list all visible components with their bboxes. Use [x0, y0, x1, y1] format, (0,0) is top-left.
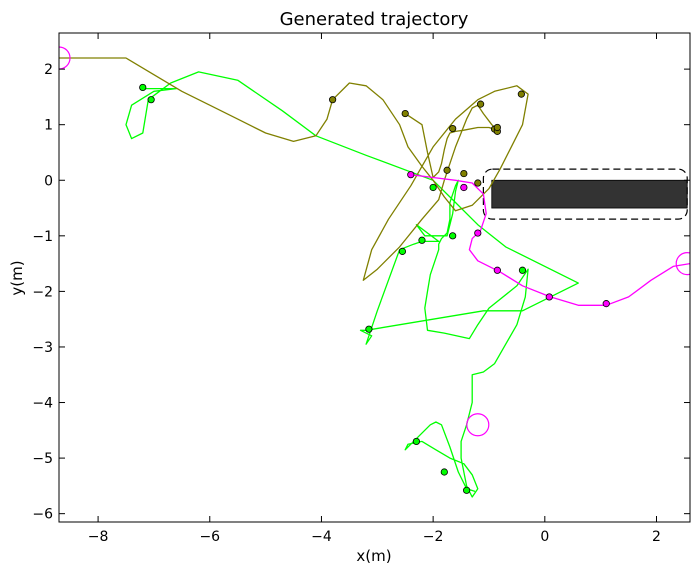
- obstacle-safety-boundary: [482, 168, 688, 220]
- trajectory-2-marker: [517, 90, 525, 98]
- trajectory-2-marker: [474, 179, 482, 187]
- trajectory-1-marker: [463, 486, 471, 494]
- trajectory-1-marker: [398, 247, 407, 255]
- trajectory-1-marker: [440, 468, 448, 476]
- marker-layer: [139, 83, 610, 494]
- trajectory-3-marker: [460, 183, 468, 192]
- y-tick-label: −4: [32, 396, 53, 412]
- trajectory-line-3: [410, 174, 690, 306]
- trajectory-3-marker: [545, 293, 553, 301]
- series-layer: [59, 57, 690, 498]
- x-tick-label: −8: [88, 529, 109, 545]
- trajectory-1-marker: [139, 83, 147, 92]
- y-tick-label: 0: [44, 173, 53, 189]
- agent-circle: [466, 413, 490, 437]
- trajectory-3-marker: [602, 300, 610, 308]
- trajectory-2-marker: [449, 124, 457, 133]
- trajectory-2-marker: [493, 123, 501, 132]
- y-tick-label: −3: [32, 340, 53, 356]
- trajectory-1-marker: [418, 236, 426, 244]
- trajectory-2-marker: [329, 96, 337, 104]
- trajectory-2-marker: [401, 109, 409, 118]
- trajectory-2-marker: [460, 169, 468, 178]
- trajectory-3-marker: [493, 266, 501, 274]
- y-tick-label: −1: [32, 229, 53, 245]
- circle-layer: [59, 46, 690, 437]
- x-tick-label: 2: [652, 529, 661, 545]
- trajectory-1-marker: [365, 325, 373, 333]
- y-tick-label: −2: [32, 284, 53, 300]
- chart-title: Generated trajectory: [280, 9, 469, 30]
- obstacle-block: [491, 179, 688, 209]
- agent-circle: [59, 46, 71, 70]
- y-tick-label: −5: [32, 451, 53, 467]
- trajectory-1-marker: [429, 183, 437, 192]
- x-tick-label: −4: [311, 529, 332, 545]
- trajectory-2-marker: [476, 100, 485, 108]
- trajectory-1-marker: [449, 232, 457, 240]
- x-tick-label: −2: [423, 529, 444, 545]
- obstacle-layer: [482, 168, 688, 220]
- plot-frame: [58, 32, 691, 523]
- x-axis-ticks: −8 −6 −4 −2 0 2: [88, 33, 661, 545]
- trajectory-line-2: [59, 57, 529, 281]
- y-tick-label: 1: [44, 118, 53, 134]
- y-axis-ticks: 2 1 0 −1 −2 −3 −4 −5 −6: [32, 62, 690, 523]
- agent-circle: [675, 252, 690, 276]
- trajectory-3-marker: [474, 229, 482, 237]
- plot-area: [59, 46, 690, 498]
- trajectory-3-marker: [407, 171, 415, 179]
- y-axis-label: y(m): [8, 260, 26, 295]
- y-tick-label: 2: [44, 62, 53, 78]
- x-tick-label: 0: [540, 529, 549, 545]
- y-tick-label: −6: [32, 507, 53, 523]
- trajectory-line-1: [125, 71, 579, 498]
- trajectory-2-marker: [443, 166, 451, 174]
- trajectory-1-marker: [412, 437, 420, 446]
- trajectory-1-marker: [147, 96, 155, 104]
- x-tick-label: −6: [199, 529, 220, 545]
- trajectory-1-marker: [518, 266, 527, 274]
- x-axis-label: x(m): [356, 547, 391, 565]
